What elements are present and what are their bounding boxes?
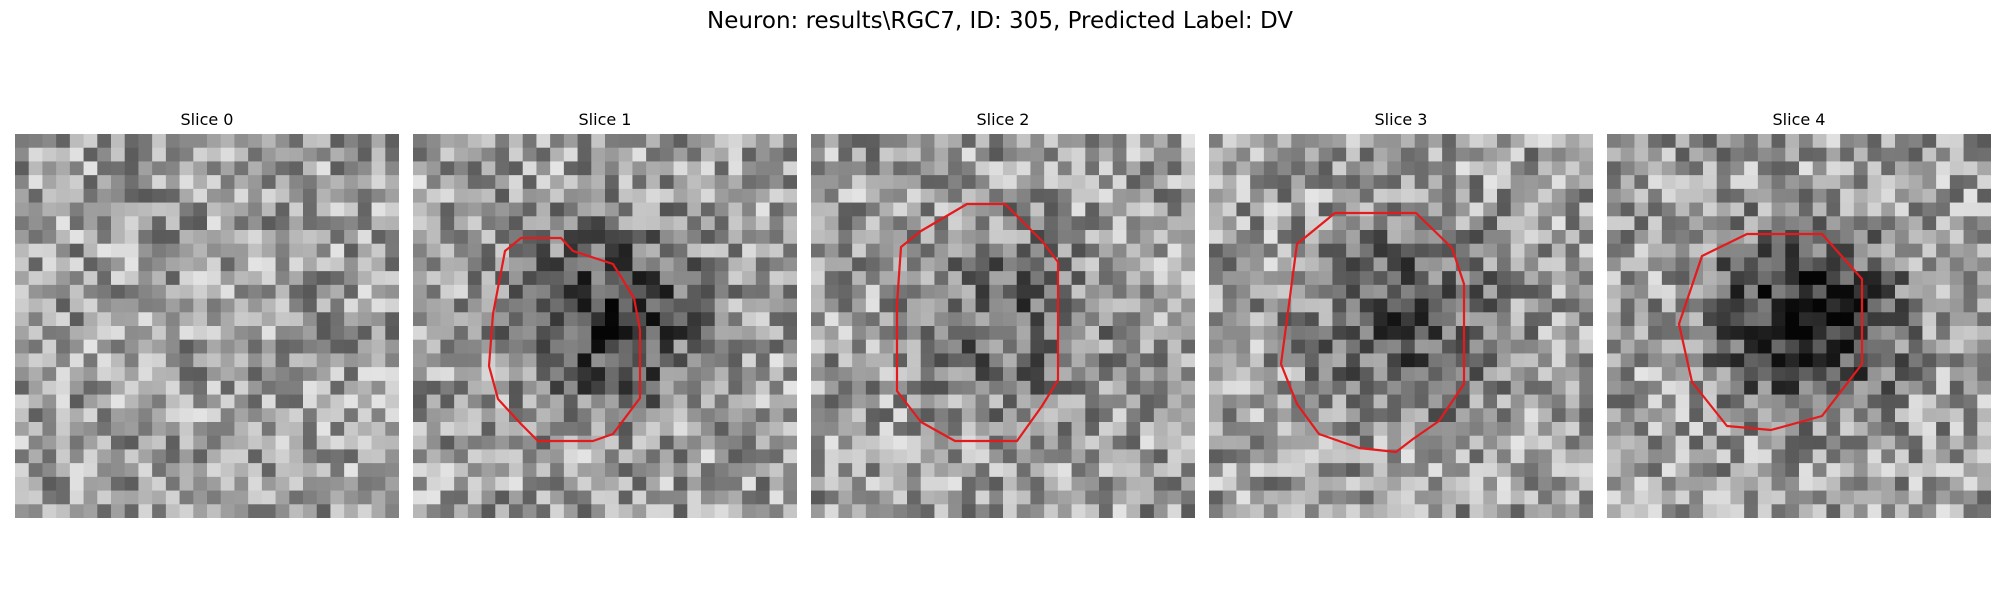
slice-title: Slice 0 [180, 110, 234, 129]
slice-image [15, 134, 399, 518]
figure-title: Neuron: results\RGC7, ID: 305, Predicted… [706, 8, 1294, 34]
slice-title: Slice 2 [976, 110, 1030, 129]
slice-title: Slice 1 [578, 110, 632, 129]
slice-title: Slice 4 [1772, 110, 1826, 129]
slice-pixel-grid [413, 134, 797, 518]
slice-image [413, 134, 797, 518]
roi-outline [1279, 211, 1466, 454]
slice-pixel-grid [1607, 134, 1991, 518]
roi-outline [895, 202, 1060, 443]
slice-pixel-grid [811, 134, 1195, 518]
slice-title: Slice 3 [1374, 110, 1428, 129]
roi-outline [487, 236, 642, 443]
slice-image [811, 134, 1195, 518]
slice-image [1209, 134, 1593, 518]
slice-image [1607, 134, 1991, 518]
slice-pixel-grid [1209, 134, 1593, 518]
roi-outline [1677, 232, 1864, 432]
slice-pixel-grid [15, 134, 399, 518]
